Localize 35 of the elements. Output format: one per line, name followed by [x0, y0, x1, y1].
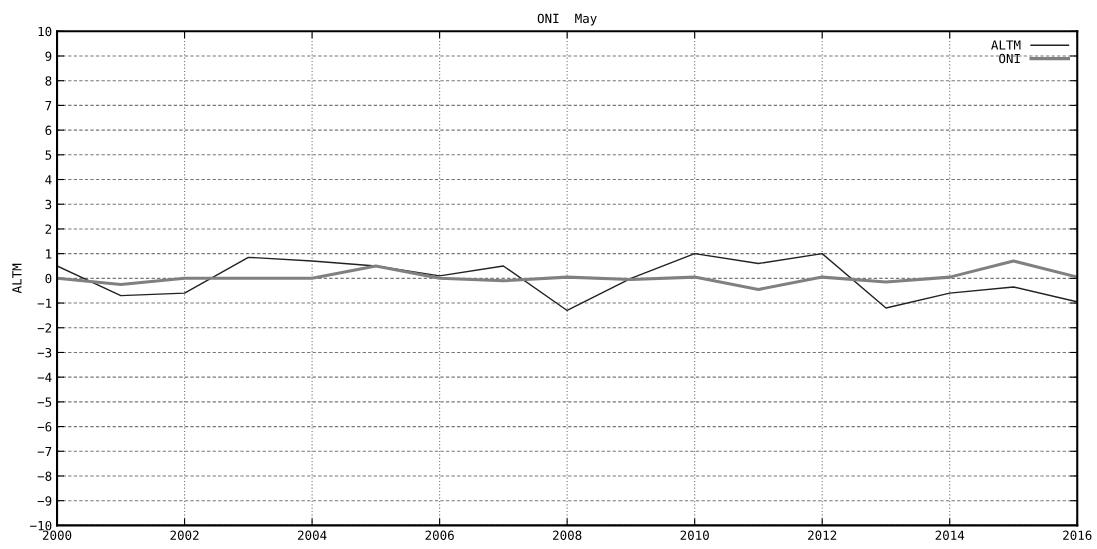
x-tick-label: 2016 [1063, 530, 1092, 540]
x-tick-label: 2006 [425, 530, 454, 540]
line-series [57, 252, 1078, 312]
y-tick-label: −8 [37, 471, 52, 481]
chart-title: ONI May [537, 13, 597, 26]
y-tick-label: 1 [46, 249, 52, 259]
y-tick-label: 6 [45, 125, 52, 136]
y-tick-label: 8 [45, 76, 52, 86]
x-tick-label: 2014 [935, 530, 965, 540]
y-tick-label: −5 [37, 397, 52, 407]
y-tick-label: −6 [37, 422, 52, 432]
x-tick-label: 2010 [680, 530, 709, 540]
x-tick-label: 2008 [553, 530, 582, 540]
y-tick-label: −4 [37, 372, 52, 382]
y-tick-label: −3 [37, 347, 52, 358]
y-tick-label: 0 [45, 273, 52, 284]
legend-label: ONI [999, 53, 1020, 64]
y-axis-title: ALTM [12, 263, 22, 294]
y-tick-label: −7 [37, 446, 52, 457]
y-tick-label: 4 [45, 175, 52, 185]
y-tick-label: −2 [37, 323, 52, 333]
x-tick-label: 2002 [170, 530, 199, 540]
y-tick-label: 9 [45, 51, 52, 61]
y-tick-label: −10 [30, 520, 52, 531]
x-tick-label: 2004 [297, 530, 327, 540]
x-tick-label: 2000 [42, 530, 72, 540]
y-tick-label: 10 [38, 26, 52, 37]
y-tick-label: −1 [37, 298, 52, 308]
legend-label: ALTM [991, 40, 1021, 50]
y-tick-label: 5 [45, 150, 52, 160]
y-tick-label: 7 [45, 101, 52, 111]
y-tick-label: −9 [37, 496, 52, 506]
y-tick-label: 3 [45, 199, 52, 210]
y-tick-label: 2 [45, 224, 52, 234]
x-tick-label: 2012 [808, 530, 837, 540]
